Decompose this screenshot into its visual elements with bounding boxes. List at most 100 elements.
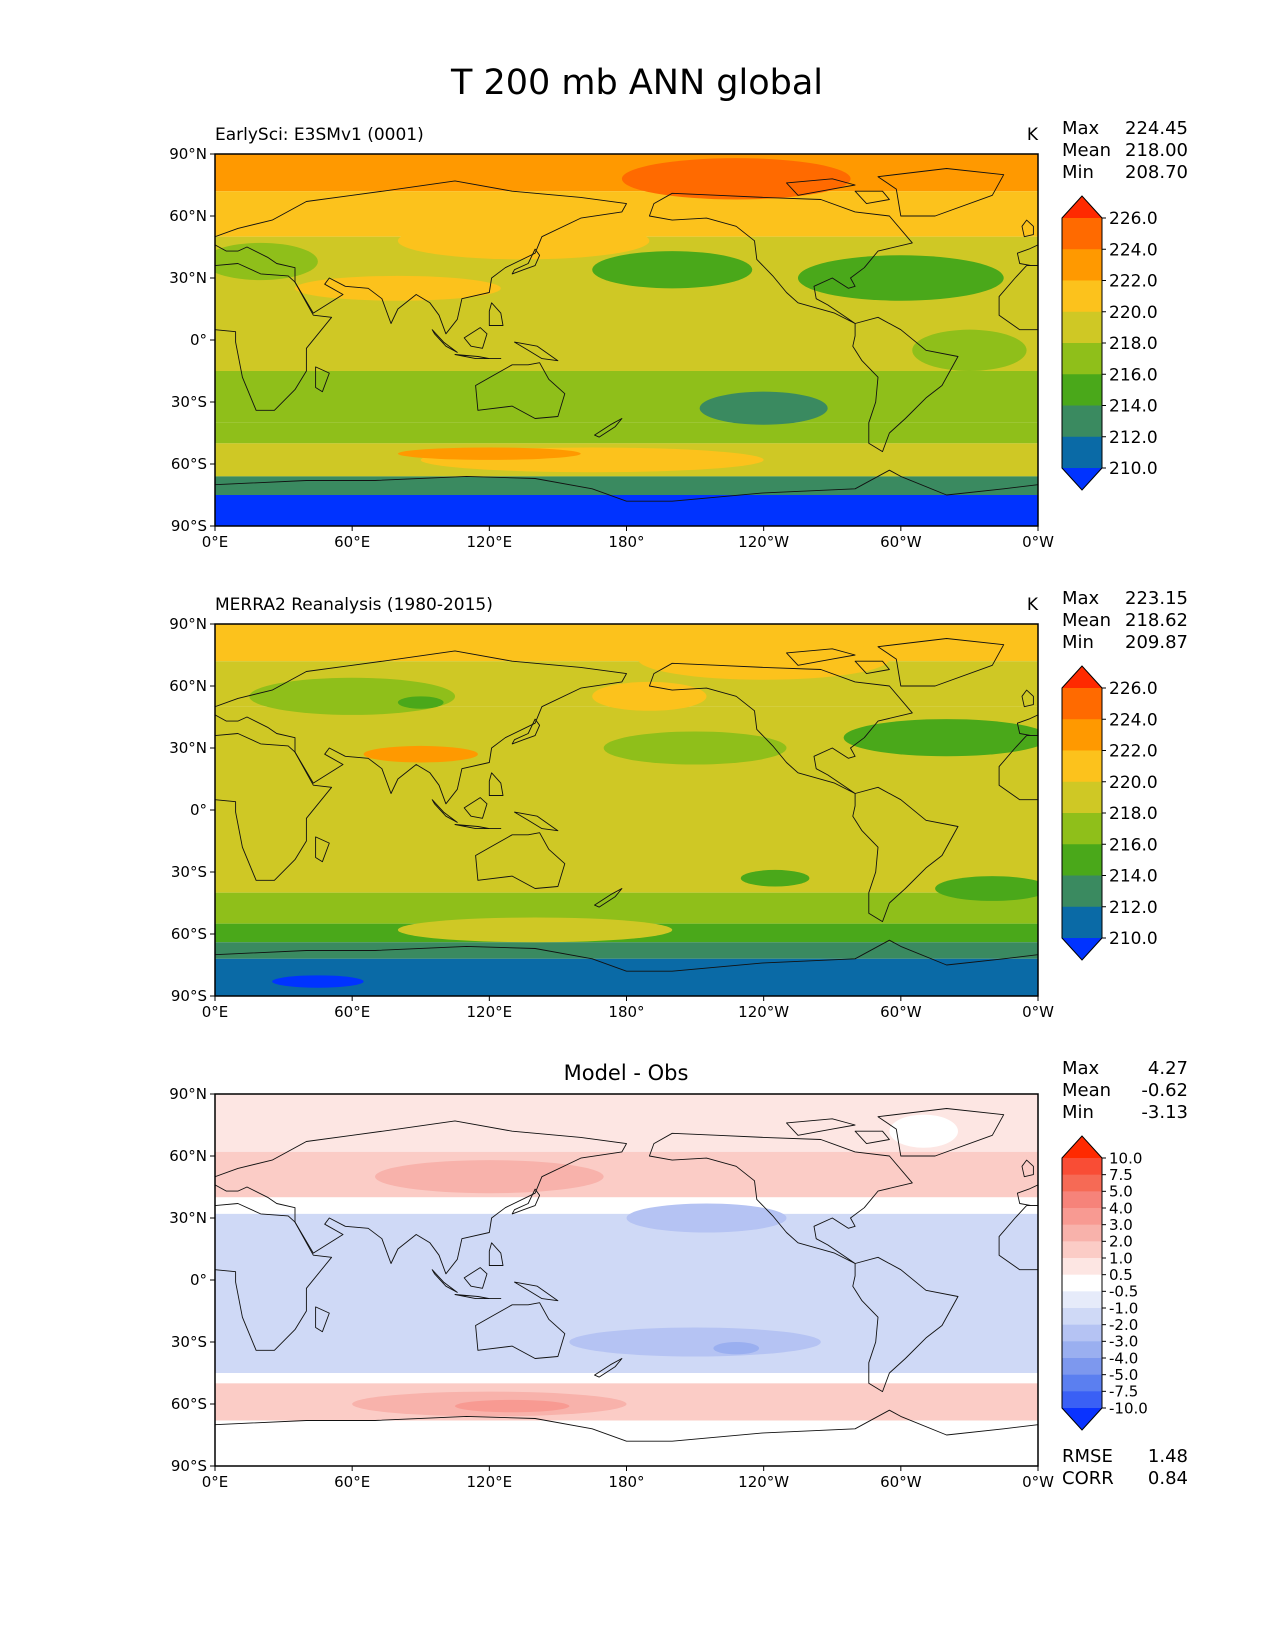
colorbar-tick-label: -2.0 xyxy=(1109,1316,1138,1334)
panel-title: Model - Obs xyxy=(564,1061,689,1085)
y-tick-label: 90°N xyxy=(169,615,207,633)
coastlines xyxy=(215,1108,1038,1466)
colorbar-segment xyxy=(1062,280,1102,313)
coastline xyxy=(315,836,330,863)
coastline xyxy=(514,1281,559,1302)
colorbar-segment xyxy=(1062,1274,1102,1292)
panel-model: EarlySci: E3SMv1 (0001) K Max 224.45 Mea… xyxy=(169,118,1188,551)
colorbar: 226.0 224.0 222.0 220.0 218.0 216.0 214.0 212.0… xyxy=(1061,195,1158,491)
colorbar-tick-label: 210.0 xyxy=(1109,459,1158,479)
colorbar-segment xyxy=(1062,218,1102,250)
stat-max-label: Max xyxy=(1062,588,1100,609)
field-blob xyxy=(699,391,828,425)
stats-box: Max 224.45 Mean 218.00 Min 208.70 xyxy=(1062,118,1188,183)
stat-mean-label: Mean xyxy=(1062,140,1111,161)
colorbar-tick-label: 2.0 xyxy=(1109,1233,1133,1251)
coastline xyxy=(852,316,959,453)
map-area xyxy=(215,1094,1038,1466)
colorbar-tick-label: -7.5 xyxy=(1109,1383,1138,1401)
map-area xyxy=(215,624,1038,996)
field-blob xyxy=(397,917,673,943)
coastline xyxy=(315,1306,330,1333)
colorbar-segment xyxy=(1062,1374,1102,1392)
stats-box: Max 223.15 Mean 218.62 Min 209.87 xyxy=(1062,588,1188,653)
stat-max-label: Max xyxy=(1062,118,1100,139)
stat-max-value: 224.45 xyxy=(1125,118,1188,139)
y-tick-label: 30°S xyxy=(171,393,207,411)
coastline xyxy=(1016,1184,1038,1207)
field-blob xyxy=(713,1342,760,1355)
colorbar-tick-label: 214.0 xyxy=(1109,397,1158,417)
colorbar-segment xyxy=(1062,436,1102,469)
x-tick-label: 0°W xyxy=(1022,1473,1054,1491)
colorbar-segment xyxy=(1062,1341,1102,1359)
colorbar-segment xyxy=(1062,1258,1102,1276)
field-blob xyxy=(569,1327,821,1357)
colorbar-segment xyxy=(1062,1208,1102,1226)
colorbar-tick-label: 218.0 xyxy=(1109,334,1158,354)
colorbar-tick-label: -0.5 xyxy=(1109,1283,1138,1301)
x-tick-label: 120°W xyxy=(738,1473,789,1491)
colorbar-tick-label: 212.0 xyxy=(1109,428,1158,448)
colorbar-tick-label: -4.0 xyxy=(1109,1349,1138,1367)
y-tick-label: 60°S xyxy=(171,455,207,473)
stat-min-label: Min xyxy=(1062,632,1094,653)
coastline xyxy=(648,662,913,794)
y-tick-label: 90°N xyxy=(169,1085,207,1103)
field-band xyxy=(215,1373,1038,1384)
colorbar-segment xyxy=(1062,844,1102,876)
y-tick-label: 60°N xyxy=(169,207,207,225)
coastline xyxy=(877,1108,1005,1157)
coastline xyxy=(648,1132,913,1264)
field-band xyxy=(215,841,1038,893)
y-tick-label: 30°S xyxy=(171,863,207,881)
colorbar-segment xyxy=(1062,750,1102,783)
colorbar-segment xyxy=(1062,343,1102,375)
field-blob xyxy=(621,158,851,200)
coastline xyxy=(877,638,1005,687)
y-tick-label: 90°N xyxy=(169,145,207,163)
x-tick-label: 120°E xyxy=(467,533,513,551)
field-blob xyxy=(215,242,318,281)
field-band xyxy=(215,892,1038,924)
field-band xyxy=(215,942,1038,959)
y-tick-label: 60°N xyxy=(169,677,207,695)
coastlines xyxy=(215,638,1038,996)
colorbar-tick-label: 1.0 xyxy=(1109,1249,1133,1267)
coastline xyxy=(215,1203,333,1351)
colorbar-tick-label: 5.0 xyxy=(1109,1183,1133,1201)
field-band xyxy=(215,422,1038,444)
colorbar-tick-label: 226.0 xyxy=(1109,209,1158,229)
field-blob xyxy=(740,869,810,887)
panel-title: MERRA2 Reanalysis (1980-2015) xyxy=(215,595,493,615)
coastline xyxy=(511,718,541,745)
colorbar-segment xyxy=(1062,1174,1102,1192)
field-blob xyxy=(603,731,787,765)
colorbar-tick-label: 220.0 xyxy=(1109,303,1158,323)
field-band xyxy=(215,779,1038,841)
coastline xyxy=(514,341,559,362)
coastline xyxy=(454,1294,502,1300)
x-tick-label: 120°E xyxy=(467,1003,513,1021)
y-tick-label: 30°N xyxy=(169,739,207,757)
panel-obs: MERRA2 Reanalysis (1980-2015) K Max 223.… xyxy=(169,588,1188,1021)
coastline xyxy=(475,362,566,419)
coastline xyxy=(475,1302,566,1359)
coastline xyxy=(786,648,856,666)
field-blob xyxy=(455,1399,570,1413)
colorbar-tick-label: 212.0 xyxy=(1109,898,1158,918)
y-tick-label: 60°S xyxy=(171,1395,207,1413)
coastline xyxy=(463,1267,488,1289)
colorbar-tick-label: 0.5 xyxy=(1109,1266,1133,1284)
stat-mean-value: -0.62 xyxy=(1141,1080,1188,1101)
coastline xyxy=(315,366,330,393)
field-blob xyxy=(295,275,501,301)
colorbar-segment xyxy=(1062,1191,1102,1209)
colorbar-tick-label: 226.0 xyxy=(1109,679,1158,699)
x-tick-label: 120°W xyxy=(738,533,789,551)
y-tick-label: 90°S xyxy=(171,517,207,535)
y-axis: 90°N 60°N 30°N 0° 30°S 60°S 90°S xyxy=(169,145,215,535)
y-tick-label: 90°S xyxy=(171,1457,207,1475)
figure-title: T 200 mb ANN global xyxy=(450,63,823,103)
